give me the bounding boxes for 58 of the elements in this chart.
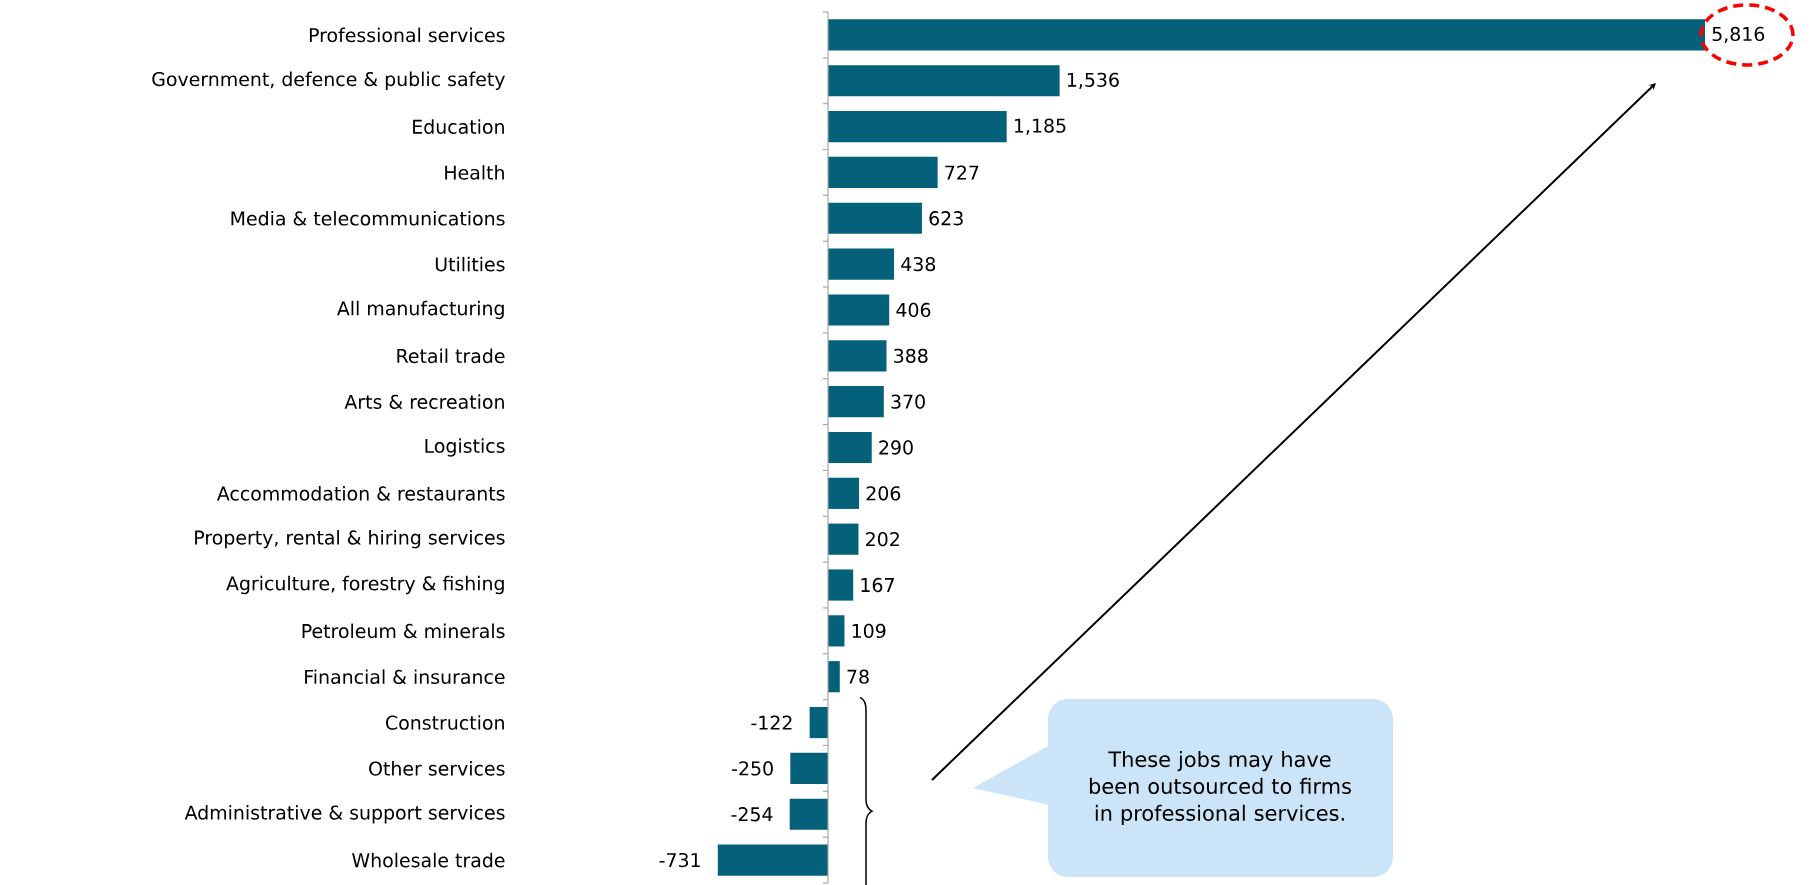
y-tick-label: Government, defence & public safety [152,71,505,90]
data-label: 1,185 [1014,118,1066,135]
data-label: 370 [891,394,925,409]
bar [828,477,860,509]
bar [790,752,829,784]
bar [828,294,890,326]
bar [828,111,1007,143]
data-label: 5,816 [1712,26,1765,44]
annotation: These jobs may have been outsourced to firms in professional services. [1089,750,1351,826]
data-label: -250 [732,761,773,776]
y-tick-label: Media & telecommunications [231,210,505,226]
bar [809,706,829,739]
y-tick-label: Accommodation & restaurants [216,486,505,501]
y-tick-label: Education [413,119,504,134]
y-tick-label: Property, rental & hiring services [195,530,505,549]
y-tick-label: Administrative & support services [184,805,505,824]
y-tick-label: Agriculture, forestry & fishing [226,575,504,595]
data-label: 1,536 [1067,72,1119,89]
y-tick-label: Wholesale trade [352,852,505,868]
bar [828,569,854,601]
bar [828,202,922,234]
bar [789,798,829,830]
data-label: 623 [929,211,963,226]
data-label: 388 [894,348,928,363]
y-tick-label: Health [445,165,504,180]
data-label: 202 [866,532,899,547]
y-tick-label: Professional services [309,27,505,43]
data-label: 438 [901,256,936,272]
data-label: -254 [731,807,773,822]
data-label: 290 [879,440,913,455]
bar [828,156,938,189]
data-label: 167 [861,577,894,593]
data-label: 78 [847,669,869,684]
y-tick-label: Arts & recreation [344,394,504,409]
data-label: -731 [659,852,700,868]
bar [828,65,1060,97]
bar [828,523,859,555]
bar [828,340,887,372]
bar [828,431,872,464]
data-label: 206 [866,486,901,501]
bar [717,844,829,876]
y-tick-label: All manufacturing [336,300,504,320]
y-tick-label: Financial & insurance [305,669,505,685]
bar [828,615,845,647]
y-tick-label: Construction [386,715,504,730]
data-label: 109 [852,623,886,639]
bar [828,248,895,280]
y-tick-label: Logistics [425,438,505,457]
y-tick-label: Retail trade [397,348,505,364]
bar [828,386,884,418]
y-tick-label: Utilities [435,256,505,272]
y-tick-label: Other services [369,761,505,776]
data-label: 727 [945,165,979,180]
y-tick-label: Petroleum & minerals [302,623,505,639]
bar [828,661,840,693]
bar [828,19,1705,51]
data-label: 406 [896,302,931,318]
data-label: -122 [751,715,792,730]
